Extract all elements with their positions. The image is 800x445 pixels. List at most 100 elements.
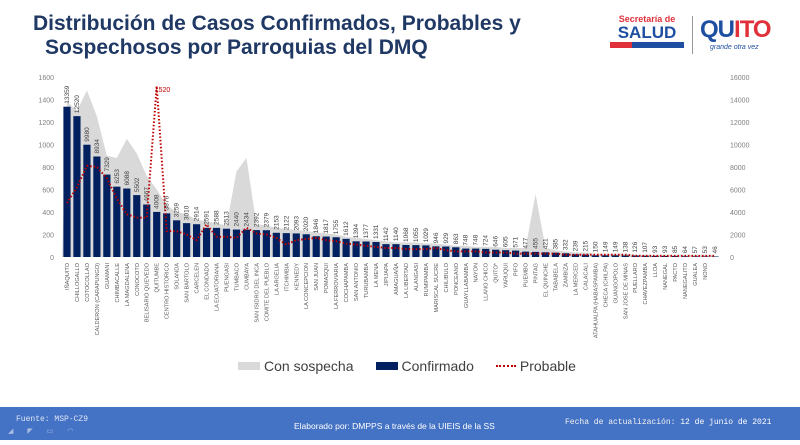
- data-label: 748: [473, 234, 480, 245]
- data-label: 149: [602, 241, 609, 252]
- data-label: 13359: [64, 85, 71, 103]
- confirmed-bar: [661, 255, 669, 257]
- right-axis-tick: 2000: [730, 233, 746, 240]
- data-label: 4008: [154, 194, 161, 209]
- legend-item-suspected: Con sospecha: [238, 358, 354, 374]
- category-label: NANEGALITO: [683, 262, 689, 299]
- category-label: POMASQUI: [324, 263, 330, 294]
- legend-item-probable: Probable: [495, 358, 576, 374]
- probable-peak-label: 1520: [155, 87, 171, 94]
- confirmed-bar: [701, 256, 709, 257]
- category-label: LA ARGELIA: [274, 263, 280, 295]
- confirmed-bar: [302, 234, 310, 257]
- quito-letter: O: [752, 16, 772, 43]
- footer-bar: Fuente: MSP-CZ9 ◢ ◤ ▭ ◠ Elaborado por: D…: [0, 407, 800, 440]
- data-label: 6088: [124, 171, 131, 186]
- legend-label-probable: Probable: [519, 358, 576, 374]
- data-label: 7329: [104, 157, 111, 172]
- data-label: 138: [622, 241, 629, 252]
- category-label: SAN JOSE DE MINAS: [623, 263, 629, 320]
- right-axis-tick: 12000: [730, 120, 750, 127]
- category-label: PONCEANO: [454, 262, 460, 295]
- data-label: 57: [692, 246, 699, 254]
- category-label: MARISCAL SUCRE: [434, 263, 440, 313]
- data-label: 8934: [94, 139, 101, 154]
- category-label: LA CONCEPCION: [304, 263, 310, 309]
- right-axis-tick: 16000: [730, 75, 750, 82]
- data-label: 1140: [393, 227, 400, 241]
- confirmed-bar: [202, 227, 211, 257]
- confirmed-bar: [452, 247, 460, 257]
- data-label: 1394: [353, 223, 360, 238]
- salud-logo: Secretaría de SALUD: [610, 14, 684, 48]
- data-label: 239: [572, 240, 579, 251]
- title-line-2: Sospechosos por Parroquias del DMQ: [45, 36, 428, 59]
- data-label: 2914: [194, 206, 201, 221]
- data-label: 1755: [333, 219, 340, 234]
- date-label: Fecha de actualización:: [565, 418, 676, 427]
- confirmed-bar: [512, 250, 520, 257]
- data-label: 12520: [74, 95, 81, 113]
- source-value: MSP-CZ9: [54, 415, 89, 424]
- category-label: IÑAQUITO: [64, 262, 71, 290]
- data-label: 46: [712, 246, 719, 254]
- left-axis-tick: 800: [42, 165, 54, 172]
- confirmed-bar: [173, 220, 181, 257]
- confirmed-bar: [232, 229, 241, 257]
- left-axis-tick: 1400: [38, 98, 54, 105]
- chart-legend: Con sospecha Confirmado Probable: [238, 358, 598, 374]
- confirmed-bar: [601, 255, 609, 257]
- confirmed-bar: [541, 252, 550, 257]
- data-label: 1068: [403, 227, 410, 242]
- confirmed-bar: [143, 204, 151, 257]
- data-label: 3010: [184, 205, 191, 220]
- category-label: ALANGASI: [414, 263, 420, 291]
- category-label: KENNEDY: [294, 263, 300, 290]
- data-label: 64: [682, 246, 689, 254]
- data-label: 646: [493, 236, 500, 247]
- data-label: 2020: [303, 216, 310, 231]
- category-label: CHAVEZPAMBA: [643, 263, 649, 305]
- category-label: EL CONDADO: [205, 262, 211, 299]
- confirmed-bar: [571, 254, 580, 257]
- category-label: COTOCOLLAO: [85, 262, 91, 301]
- category-label: AMAGUAÑA: [393, 263, 400, 295]
- confirmed-bar: [641, 255, 649, 257]
- data-label: 1331: [373, 224, 380, 239]
- legend-swatch-confirmed: [375, 362, 398, 370]
- category-label: COCHAPAMBA: [344, 263, 350, 303]
- category-label: ATAHUALPA (HABASPAMBA): [593, 263, 599, 338]
- category-label: CUMBAYA: [244, 263, 250, 290]
- category-label: LA MERCED: [573, 263, 579, 295]
- category-label: GUALEA: [693, 263, 699, 286]
- source-label: Fuente:: [16, 415, 50, 424]
- confirmed-bar: [123, 188, 131, 257]
- data-label: 53: [702, 246, 709, 254]
- confirmed-bar: [292, 233, 300, 257]
- confirmed-bar: [93, 156, 101, 257]
- data-label: 724: [483, 235, 490, 246]
- data-label: 1612: [343, 221, 350, 236]
- confirmed-bar: [183, 223, 191, 257]
- confirmed-bar: [442, 246, 450, 257]
- left-axis-tick: 200: [42, 233, 54, 240]
- data-label: 149: [612, 241, 619, 252]
- data-label: 9980: [84, 127, 91, 142]
- category-label: PUENGASI: [224, 263, 230, 292]
- confirmed-bar: [611, 255, 619, 257]
- category-label: QUITO*: [494, 262, 500, 283]
- right-axis-tick: 6000: [730, 188, 746, 195]
- category-label: PUEMBO: [524, 262, 530, 287]
- category-label: SAN BARTOLO: [185, 262, 191, 302]
- logo-divider: [692, 16, 693, 54]
- category-label: BELISARIO QUEVEDO: [145, 262, 151, 322]
- right-axis-tick: 0: [730, 255, 734, 262]
- legend-label-confirmed: Confirmado: [401, 358, 474, 374]
- data-label: 3259: [174, 202, 181, 217]
- data-label: 1817: [323, 219, 330, 234]
- confirmed-bar: [242, 229, 251, 257]
- category-label: RUMIPAMBA: [424, 263, 430, 297]
- category-label: LLOA: [653, 263, 659, 278]
- category-label: ITCHIMBIA: [284, 263, 290, 292]
- quito-tagline: grande otra vez: [710, 44, 759, 51]
